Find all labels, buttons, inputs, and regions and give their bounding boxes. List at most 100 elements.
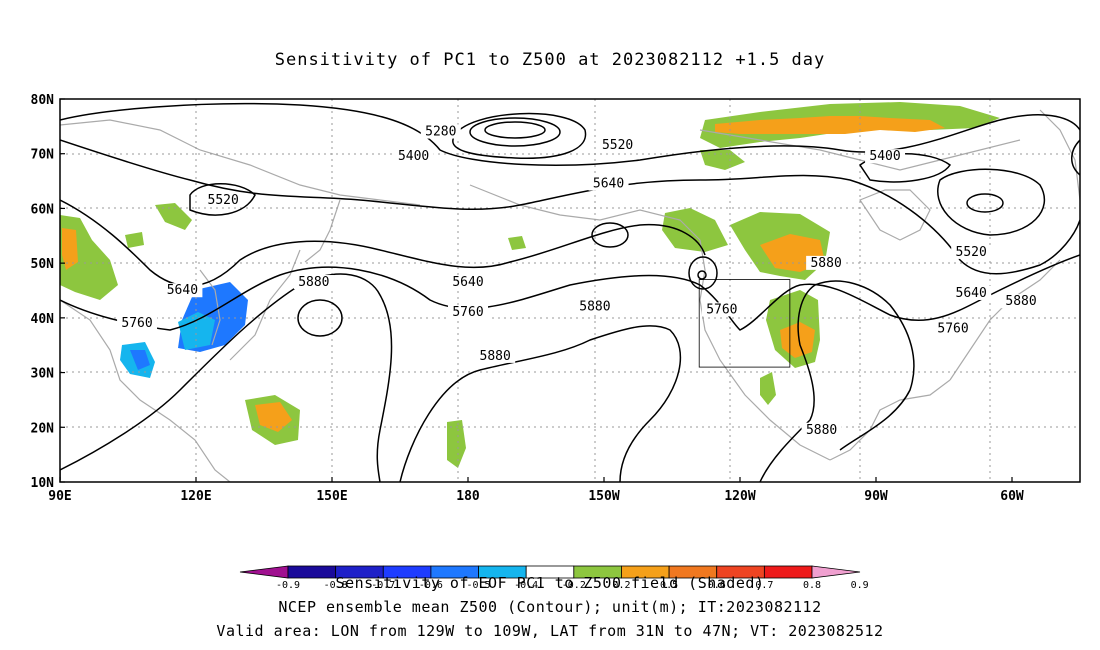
colorbar-level-label: 0.9 [851, 580, 869, 591]
latitude-axis: 80N 70N 60N 50N 40N 30N 20N 10N [31, 93, 65, 491]
contour-label: 5280 [425, 125, 456, 140]
coastline-korea [199, 269, 221, 346]
z500-contours [60, 102, 1080, 482]
lon-tick-label: 90E [48, 489, 71, 504]
shade-orange-us [780, 322, 815, 358]
shade-negative-china-core [130, 350, 150, 370]
contour-label-bg [588, 176, 629, 191]
contour-label: 5520 [956, 245, 987, 260]
contour-label-bg [951, 244, 992, 259]
contour-5760 [60, 254, 1080, 331]
lon-tick-label: 180 [456, 489, 480, 504]
contour-label: 5760 [937, 322, 968, 337]
contour-5340 [469, 117, 561, 147]
coastlines [60, 109, 1080, 482]
contour-label: 5640 [593, 177, 624, 192]
contour-label: 5520 [208, 193, 239, 208]
coastline-kamchatka [304, 199, 341, 263]
contour-label: 5880 [1005, 294, 1036, 309]
contour-label-bg [1001, 294, 1042, 309]
contour-label: 5880 [810, 256, 841, 271]
contour-atlantic-low [937, 168, 1046, 236]
contour-label-bg [393, 149, 434, 164]
lat-tick-label: 50N [31, 257, 55, 272]
lat-tick-label: 60N [31, 202, 55, 217]
colorbar-level-label: -0.9 [276, 580, 300, 591]
colorbar-level-label: -0.4 [514, 580, 538, 591]
contour-label: 5400 [869, 149, 900, 164]
contour-label: 5760 [452, 305, 483, 320]
contour-label-bg [951, 285, 992, 300]
contour-label-bg [933, 321, 974, 336]
colorbar-level-label: -0.5 [466, 580, 490, 591]
colorbar-level-label: -0.7 [371, 580, 395, 591]
contour-label: 5400 [398, 149, 429, 164]
contour-label-bg [701, 302, 742, 317]
contour-5520-north [60, 102, 1080, 166]
contour-label: 5640 [167, 283, 198, 298]
contour-atlantic-low-inner [966, 193, 1004, 213]
contour-label: 5880 [480, 349, 511, 364]
contour-label-bg [162, 283, 203, 298]
lon-tick-label: 150W [588, 489, 619, 504]
contour-label: 5520 [602, 138, 633, 153]
coastline-hudson [859, 189, 931, 241]
shade-orange-east-asia-west [62, 228, 78, 270]
shade-positive-kamchatka [155, 203, 192, 230]
caption-line-1: Sensitivity of EOF PC1 to Z500 field (Sh… [335, 574, 765, 592]
contour-label-bg [574, 299, 615, 314]
contour-5880-us [759, 280, 915, 482]
colorbar-level-label: 0.8 [803, 580, 821, 591]
contour-closed-west-coast [688, 256, 718, 290]
coastline-gulf [829, 379, 951, 461]
contour-labels: 5280 5400 5520 5400 5640 5520 5520 5640 5880 5640… [117, 124, 1042, 438]
contour-label-bg [420, 124, 461, 139]
contour-5880-pacific [399, 325, 682, 482]
contour-label-bg [806, 255, 847, 270]
shade-positive-mexico [760, 372, 776, 405]
lon-tick-label: 150E [316, 489, 347, 504]
contour-tiny-low [697, 270, 707, 280]
shade-positive-small-1 [125, 232, 144, 248]
colorbar-level-label: 0.6 [708, 580, 726, 591]
contour-5280 [484, 121, 546, 139]
contour-5880-mid-pacific-high [297, 299, 343, 337]
valid-area-box [698, 279, 791, 368]
caption-line-3: Valid area: LON from 129W to 109W, LAT f… [216, 622, 884, 640]
colorbar-level-label: -0.8 [324, 580, 348, 591]
lat-tick-label: 70N [31, 148, 55, 163]
contour-label: 5880 [806, 423, 837, 438]
contour-label-bg [865, 149, 906, 164]
contour-east-edge [1071, 139, 1080, 176]
contour-5520-lowcenter [189, 183, 256, 216]
lon-tick-label: 90W [864, 489, 888, 504]
contour-label-bg [448, 305, 488, 320]
contour-label-bg [293, 275, 334, 290]
chart-title: Sensitivity of PC1 to Z500 at 2023082112… [274, 50, 826, 70]
contour-label-bg [801, 422, 842, 437]
shade-negative-light-korea [178, 312, 215, 350]
shade-orange-philippines [255, 402, 292, 432]
longitude-axis: 90E 120E 150E 180 150W 120W 90W 60W [48, 477, 1024, 504]
shade-positive-alaska-coast [700, 150, 745, 170]
contour-label: 5640 [956, 286, 987, 301]
contour-label-bg [448, 275, 488, 290]
contour-label-bg [117, 316, 158, 331]
contour-label-bg [203, 192, 244, 207]
contour-5640-mid [60, 199, 706, 287]
colorbar-over-triangle [811, 565, 861, 579]
contour-label-bg [475, 348, 516, 363]
contour-label: 5760 [706, 302, 737, 317]
lat-tick-label: 40N [31, 312, 55, 327]
coastline-asia-north [60, 119, 421, 206]
shade-positive-gulf-alaska [662, 208, 728, 252]
coastline-arctic-islands [699, 129, 1021, 171]
coastline-north-america-east [949, 259, 1061, 381]
coastline-north-america-west [699, 239, 831, 461]
lat-tick-label: 20N [31, 421, 55, 436]
lat-tick-label: 10N [31, 476, 55, 491]
lon-tick-label: 60W [1000, 489, 1024, 504]
colorbar: -0.9 -0.8 -0.7 -0.6 -0.5 -0.4 -0.2 0.2 0.5 0.6 0.7… [239, 565, 869, 591]
coastline-asia-east [60, 299, 231, 482]
